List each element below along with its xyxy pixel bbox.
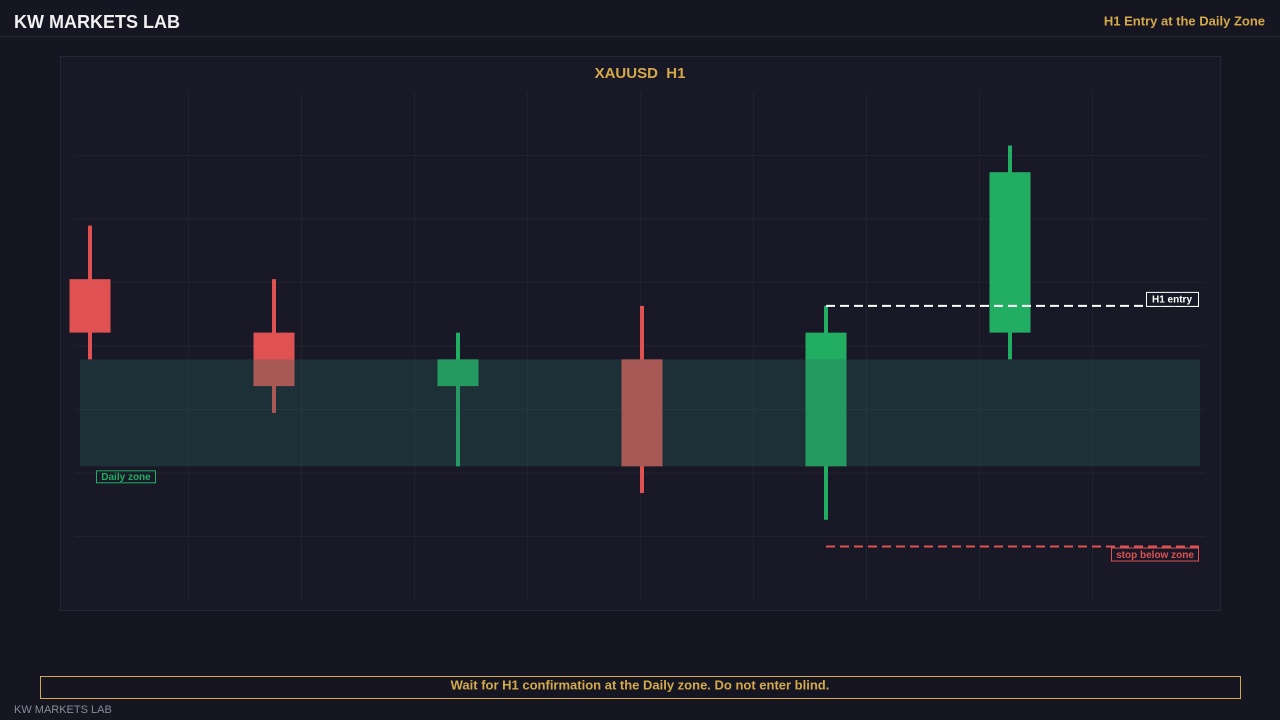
candle-body xyxy=(253,332,295,387)
entry-label-box xyxy=(1146,291,1199,307)
footer-box xyxy=(40,676,1241,699)
plot: Daily zone H1 entry stop below zone xyxy=(69,145,1200,562)
footer-brand: KW MARKETS LAB xyxy=(14,704,112,716)
candle-body xyxy=(621,359,663,467)
chart-title: XAUUSD H1 xyxy=(595,65,686,82)
zone-label: Daily zone xyxy=(101,472,151,483)
stop-label-box xyxy=(1111,547,1199,562)
candle-body xyxy=(437,359,479,387)
zone-label-box xyxy=(96,470,156,484)
header-subtitle: H1 Entry at the Daily Zone xyxy=(1104,13,1265,28)
brand-title: KW MARKETS LAB xyxy=(14,12,180,32)
stop-label: stop below zone xyxy=(1116,550,1194,561)
footer-note: Wait for H1 confirmation at the Daily zo… xyxy=(451,677,830,692)
daily-zone xyxy=(80,359,1200,467)
entry-label: H1 entry xyxy=(1152,295,1192,306)
candle-body xyxy=(805,332,847,467)
candle-body xyxy=(69,279,111,333)
candle-body xyxy=(989,172,1031,333)
